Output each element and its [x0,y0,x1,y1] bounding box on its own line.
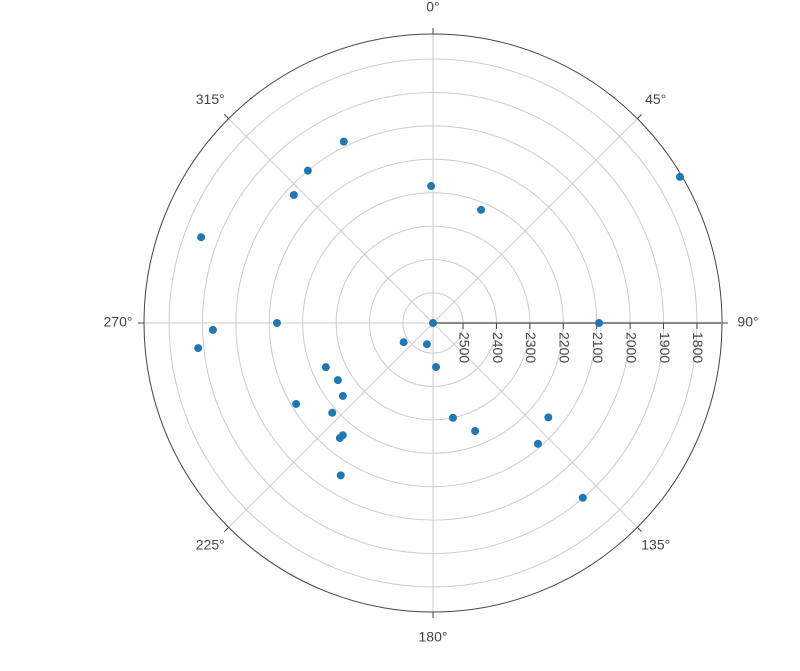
point [321,363,330,372]
point [292,399,301,408]
radial-tick-label: 2100 [590,332,606,363]
angular-tick [224,114,229,119]
point [429,319,437,327]
point [339,137,348,146]
point [333,376,342,385]
point [595,319,604,327]
angular-tick [637,527,642,532]
point [328,408,337,417]
radial-tick-label: 2000 [623,332,639,363]
point [448,413,457,422]
angular-tick-label: 315° [196,91,225,107]
point [289,191,298,200]
point [272,319,281,327]
radial-tick-label: 2400 [490,332,506,363]
angular-tick [637,114,642,119]
point [338,391,347,400]
point [399,338,408,347]
angular-grid [228,118,434,324]
point [427,182,436,191]
point [533,439,542,448]
point [197,233,206,242]
radial-tick-label: 1800 [690,332,706,363]
angular-tick-label: 135° [641,536,670,552]
angular-tick-label: 45° [645,91,666,107]
radial-tick-label: 2500 [456,332,472,363]
angular-tick-label: 0° [426,0,439,15]
angular-tick-label: 90° [737,314,758,330]
point [194,344,203,353]
point [544,413,553,422]
radial-tick-label: 2300 [523,332,539,363]
point [676,172,685,181]
point [335,434,344,443]
point [471,427,480,436]
angular-grid [432,118,638,324]
angular-tick [224,527,229,532]
angular-tick-label: 180° [419,629,448,645]
angular-tick-label: 270° [104,314,133,330]
point [336,471,345,480]
angular-tick-label: 225° [196,536,225,552]
point [431,362,440,371]
point [303,166,312,175]
radial-tick-label: 2200 [557,332,573,363]
point [422,340,431,349]
radial-tick-label: 1900 [657,332,673,363]
angular-grid [432,322,638,528]
point [477,205,486,214]
point [208,325,217,334]
point [578,493,587,502]
angular-grid [228,322,434,528]
